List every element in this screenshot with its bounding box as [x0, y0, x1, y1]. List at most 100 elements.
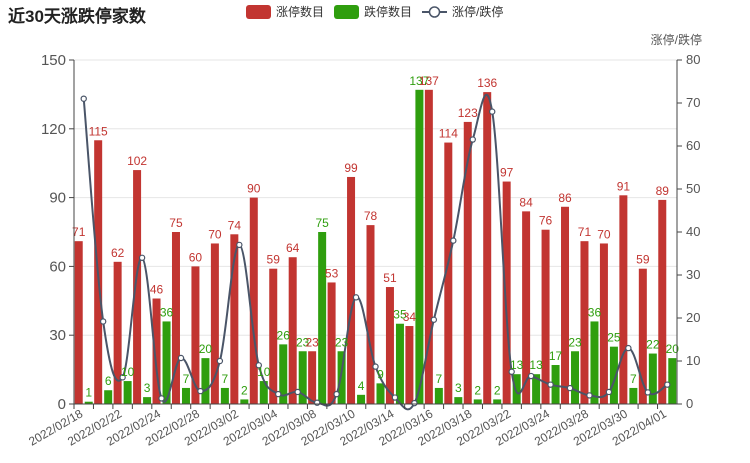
- limit-down-value-label: 7: [436, 372, 443, 386]
- limit-down-bar: [376, 383, 385, 404]
- limit-up-bar: [502, 181, 511, 404]
- ratio-point: [547, 381, 554, 388]
- limit-up-value-label: 74: [228, 218, 242, 232]
- limit-up-value-label: 53: [325, 266, 339, 280]
- limit-down-bar: [532, 374, 541, 404]
- ratio-point: [430, 316, 438, 323]
- limit-down-bar: [123, 381, 132, 404]
- limit-down-value-label: 36: [588, 305, 602, 319]
- ratio-point: [216, 357, 224, 365]
- y-right-tick-label: 40: [686, 224, 700, 239]
- limit-down-value-label: 23: [335, 335, 349, 349]
- limit-up-value-label: 89: [656, 184, 670, 198]
- limit-up-value-label: 62: [111, 246, 125, 260]
- legend-item-limit-down[interactable]: 跌停数目: [334, 4, 412, 19]
- limit-down-bar: [609, 346, 618, 404]
- limit-up-bar: [599, 243, 608, 404]
- y-left-tick-label: 0: [58, 396, 66, 413]
- limit-up-value-label: 51: [383, 271, 397, 285]
- limit-up-bar: [113, 261, 122, 404]
- limit-down-value-label: 26: [277, 328, 291, 342]
- y-right-tick-label: 80: [686, 52, 700, 67]
- limit-down-bar: [629, 387, 638, 404]
- limit-down-value-label: 35: [393, 308, 407, 322]
- limit-up-bar: [308, 351, 317, 404]
- limit-down-value-label: 2: [241, 383, 248, 397]
- limit-down-bar: [434, 387, 443, 404]
- ratio-point: [469, 136, 476, 143]
- limit-up-bar: [347, 176, 356, 404]
- limit-down-bar: [318, 232, 327, 404]
- limit-up-value-label: 46: [150, 283, 164, 297]
- limit-up-value-label: 75: [169, 216, 183, 230]
- limit-down-value-label: 75: [315, 216, 329, 230]
- limit-up-value-label: 59: [267, 253, 281, 267]
- right-axis-label: 涨停/跌停: [651, 32, 702, 47]
- ratio-point: [255, 362, 262, 369]
- ratio-point: [158, 395, 165, 402]
- limit-down-bar: [279, 344, 288, 404]
- limit-up-value-label: 23: [305, 335, 319, 349]
- limit-down-bar: [84, 401, 93, 404]
- limit-down-bar: [415, 89, 424, 405]
- limit-up-value-label: 102: [127, 154, 147, 168]
- legend-item-ratio[interactable]: 涨停/跌停: [422, 4, 503, 19]
- ratio-point: [508, 368, 515, 375]
- limit-up-bar: [541, 229, 550, 404]
- limit-down-value-label: 7: [222, 372, 229, 386]
- limit-up-bar: [638, 268, 647, 404]
- limit-down-bar: [571, 351, 580, 404]
- limit-down-value-label: 20: [199, 342, 213, 356]
- limit-up-value-label: 97: [500, 166, 514, 180]
- ratio-point: [119, 374, 126, 381]
- limit-down-bar: [298, 351, 307, 404]
- ratio-point: [333, 390, 340, 398]
- limit-down-bar: [395, 323, 404, 404]
- limit-up-bar: [327, 282, 336, 404]
- y-right-tick-label: 30: [686, 267, 700, 282]
- y-left-tick-label: 150: [41, 52, 66, 69]
- ratio-point: [605, 388, 613, 396]
- ratio-point: [625, 344, 632, 352]
- limit-up-bar: [444, 142, 453, 404]
- legend-item-limit-up[interactable]: 涨停数目: [246, 4, 324, 19]
- legend-swatch-limit-up: [246, 5, 271, 19]
- y-right-tick-label: 20: [686, 310, 700, 325]
- ratio-point: [197, 387, 204, 395]
- ratio-point: [99, 318, 107, 325]
- y-left-tick-label: 120: [41, 121, 66, 138]
- limit-up-value-label: 84: [519, 195, 533, 209]
- ratio-point: [489, 108, 496, 115]
- y-right-tick-label: 50: [686, 181, 700, 196]
- limit-up-bar: [580, 241, 589, 404]
- limit-down-bar: [220, 387, 229, 404]
- limit-up-value-label: 34: [403, 310, 417, 324]
- limit-up-value-label: 91: [617, 179, 631, 193]
- limit-down-bar: [143, 397, 152, 404]
- limit-down-bar: [668, 358, 677, 404]
- limit-down-value-label: 6: [105, 374, 112, 388]
- limit-up-value-label: 137: [419, 74, 439, 88]
- limit-down-value-label: 3: [144, 381, 151, 395]
- limit-down-value-label: 23: [296, 335, 310, 349]
- ratio-point: [372, 363, 379, 370]
- limit-up-bar: [463, 121, 472, 405]
- limit-down-value-label: 1: [85, 386, 92, 400]
- limit-down-bar: [493, 399, 502, 404]
- limit-down-bar: [240, 399, 249, 404]
- ratio-point: [527, 372, 535, 380]
- limit-down-value-label: 23: [568, 335, 582, 349]
- legend-marker-ratio: [428, 6, 441, 18]
- limit-up-bar: [366, 225, 375, 404]
- limit-down-value-label: 13: [510, 358, 524, 372]
- limit-down-bar: [590, 321, 599, 404]
- limit-up-value-label: 78: [364, 209, 378, 223]
- limit-up-value-label: 99: [344, 161, 358, 175]
- legend-label-ratio: 涨停/跌停: [452, 4, 503, 19]
- y-left-tick-label: 30: [49, 327, 66, 344]
- ratio-series-line: [82, 93, 668, 411]
- limit-down-bar: [337, 351, 346, 404]
- limit-down-bar: [162, 321, 171, 404]
- y-right-tick-label: 0: [686, 396, 693, 411]
